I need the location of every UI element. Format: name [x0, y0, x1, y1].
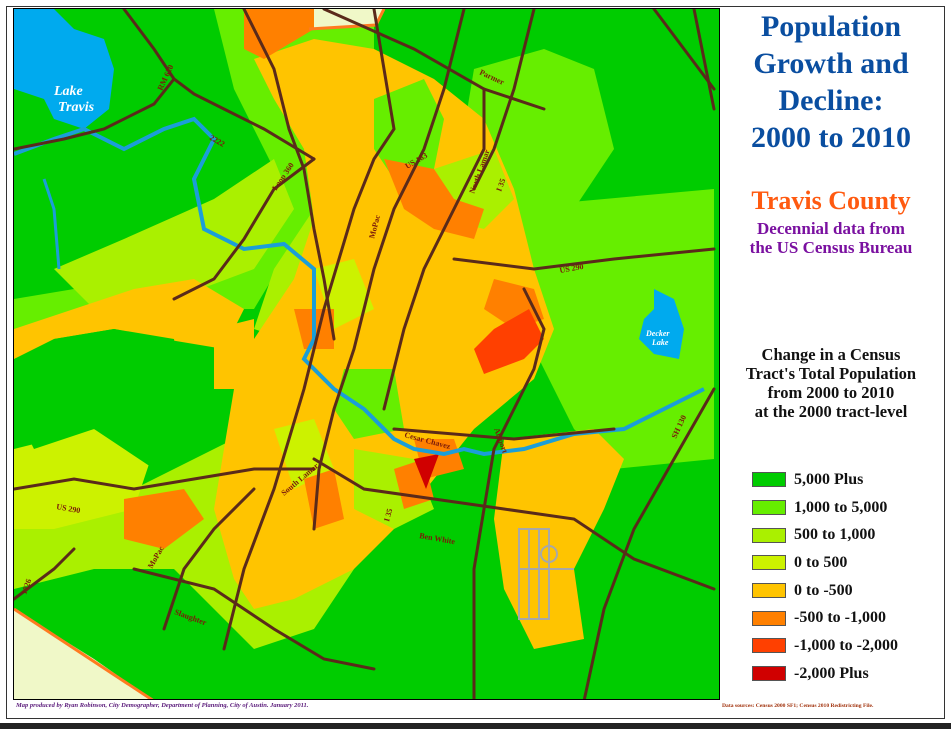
- window-bottom-edge: [0, 723, 951, 729]
- legend-item: 0 to 500: [752, 549, 898, 577]
- data-sources-note: Data sources: Census 2000 SF1; Census 20…: [722, 703, 874, 709]
- legend-title: Change in a Census Tract's Total Populat…: [722, 345, 940, 421]
- legend-label: 0 to -500: [794, 581, 853, 599]
- legend: 5,000 Plus 1,000 to 5,000 500 to 1,000 0…: [752, 466, 898, 688]
- population-change-map: Lake Travis Decker Lake RM 620 2222 Loop…: [13, 8, 720, 700]
- title-line-2: Growth and: [753, 47, 909, 80]
- legend-label: 0 to 500: [794, 553, 848, 571]
- legend-swatch: [752, 583, 786, 599]
- road-label-us290-east: US 290: [559, 262, 584, 275]
- county-name: Travis County: [751, 186, 911, 215]
- legend-label: -1,000 to -2,000: [794, 636, 898, 654]
- legend-swatch: [752, 638, 786, 654]
- legend-label: 1,000 to 5,000: [794, 498, 888, 516]
- road-label-i35-south: I 35: [382, 508, 394, 523]
- lake-travis-label-2: Travis: [58, 100, 95, 115]
- legend-title-line-1: Change in a Census: [761, 345, 901, 364]
- legend-swatch: [752, 610, 786, 626]
- decker-lake-label-1: Decker: [645, 329, 670, 338]
- lake-travis-label-1: Lake: [53, 84, 83, 99]
- legend-item: -500 to -1,000: [752, 604, 898, 632]
- sidebar-panel: Population Growth and Decline: 2000 to 2…: [722, 8, 940, 716]
- source-line-1: Decennial data from: [757, 219, 905, 238]
- legend-swatch: [752, 472, 786, 488]
- legend-label: 5,000 Plus: [794, 470, 864, 488]
- title-line-3: Decline:: [778, 84, 884, 117]
- map-title: Population Growth and Decline: 2000 to 2…: [722, 8, 940, 156]
- road-label-i35-north: I 35: [494, 177, 507, 192]
- legend-title-line-4: at the 2000 tract-level: [754, 402, 908, 421]
- title-line-4: 2000 to 2010: [751, 121, 911, 154]
- title-line-1: Population: [760, 10, 902, 43]
- legend-label: -500 to -1,000: [794, 609, 886, 627]
- decker-lake-label-2: Lake: [651, 338, 669, 347]
- source-line-2: the US Census Bureau: [749, 238, 913, 257]
- legend-label: 500 to 1,000: [794, 526, 876, 544]
- legend-title-line-3: from 2000 to 2010: [767, 383, 895, 402]
- legend-label: -2,000 Plus: [794, 664, 869, 682]
- legend-title-line-2: Tract's Total Population: [745, 364, 917, 383]
- legend-swatch: [752, 555, 786, 571]
- data-source-subtitle: Decennial data from the US Census Bureau: [722, 219, 940, 257]
- legend-swatch: [752, 500, 786, 516]
- map-credit: Map produced by Ryan Robinson, City Demo…: [16, 702, 309, 709]
- legend-item: 5,000 Plus: [752, 466, 898, 494]
- legend-item: 500 to 1,000: [752, 521, 898, 549]
- legend-item: 1,000 to 5,000: [752, 494, 898, 522]
- legend-item: 0 to -500: [752, 577, 898, 605]
- legend-swatch: [752, 527, 786, 543]
- legend-swatch: [752, 666, 786, 682]
- legend-item: -2,000 Plus: [752, 660, 898, 688]
- road-label-us290-west: US 290: [56, 502, 81, 515]
- legend-item: -1,000 to -2,000: [752, 632, 898, 660]
